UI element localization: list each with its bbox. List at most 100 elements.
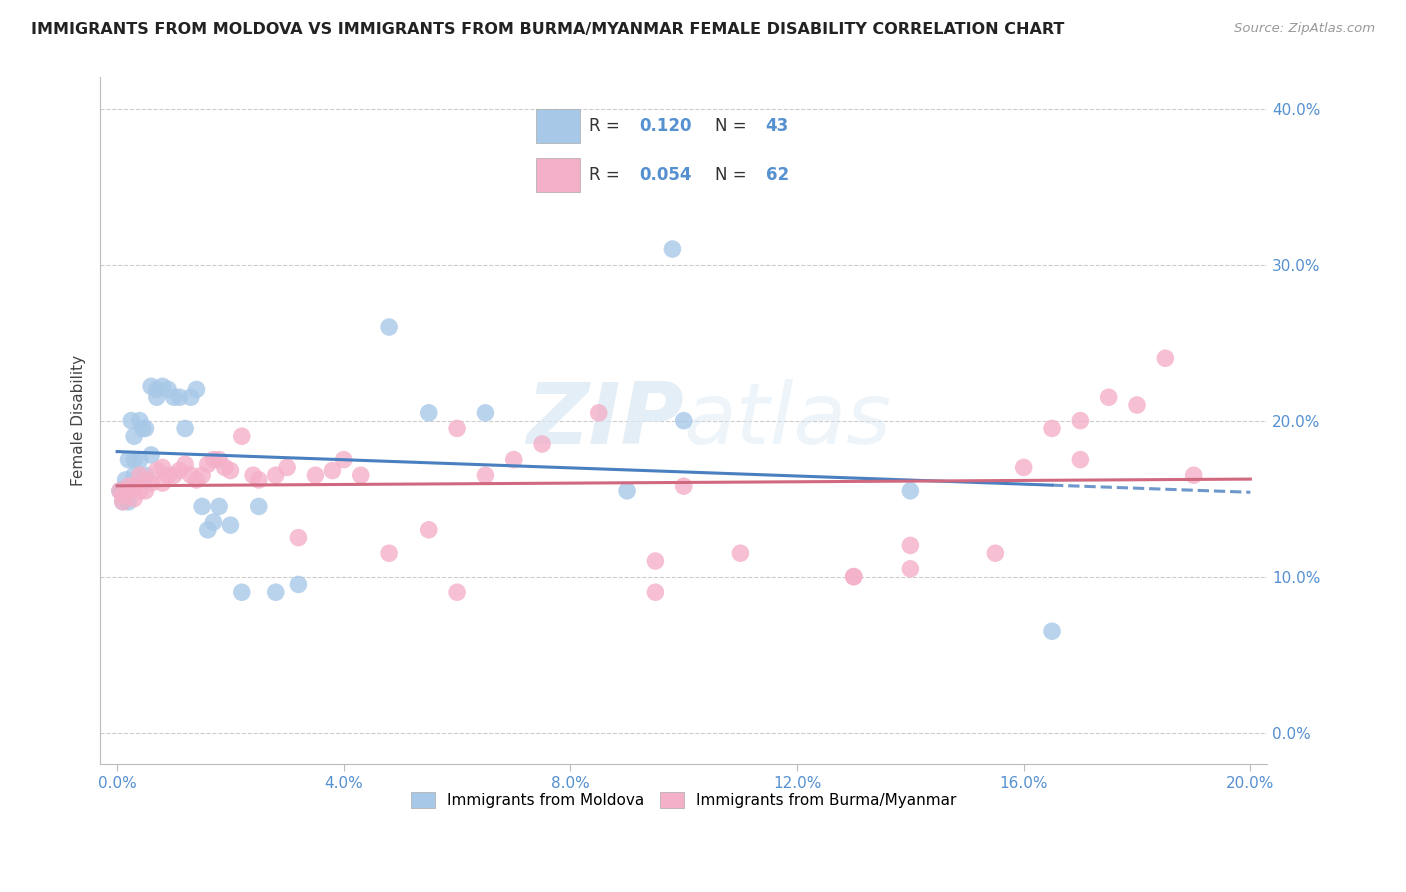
Point <box>186 383 208 397</box>
Point <box>304 468 326 483</box>
Point <box>247 473 270 487</box>
Point <box>174 421 197 435</box>
Text: IMMIGRANTS FROM MOLDOVA VS IMMIGRANTS FROM BURMA/MYANMAR FEMALE DISABILITY CORRE: IMMIGRANTS FROM MOLDOVA VS IMMIGRANTS FR… <box>31 22 1064 37</box>
Point <box>231 429 253 443</box>
Point <box>114 473 136 487</box>
Point <box>588 406 610 420</box>
Point <box>128 452 150 467</box>
Point <box>1069 414 1091 428</box>
Point <box>108 483 131 498</box>
Point <box>1069 452 1091 467</box>
Point <box>219 518 242 533</box>
Point <box>163 468 186 483</box>
Point <box>180 468 202 483</box>
Point <box>169 390 191 404</box>
Point <box>842 569 865 583</box>
Point <box>219 464 242 478</box>
Point <box>120 414 142 428</box>
Point <box>108 483 131 498</box>
Point <box>169 464 191 478</box>
Point <box>616 483 638 498</box>
Point <box>333 452 356 467</box>
Point <box>146 390 169 404</box>
Point <box>264 468 287 483</box>
Point <box>146 383 169 397</box>
Point <box>842 569 865 583</box>
Point <box>111 483 134 498</box>
Point <box>474 468 496 483</box>
Point <box>1040 421 1063 435</box>
Point <box>146 464 169 478</box>
Point <box>197 523 219 537</box>
Point <box>247 500 270 514</box>
Point <box>122 452 145 467</box>
Point <box>378 320 401 334</box>
Point <box>378 546 401 560</box>
Point <box>152 460 174 475</box>
Point <box>446 585 468 599</box>
Point <box>152 379 174 393</box>
Point <box>898 483 921 498</box>
Point <box>122 479 145 493</box>
Text: ZIP: ZIP <box>526 379 683 462</box>
Point <box>661 242 683 256</box>
Point <box>117 479 139 493</box>
Point <box>122 468 145 483</box>
Point <box>186 473 208 487</box>
Text: Source: ZipAtlas.com: Source: ZipAtlas.com <box>1234 22 1375 36</box>
Point <box>174 458 197 472</box>
Point <box>984 546 1007 560</box>
Point <box>163 390 186 404</box>
Point <box>1126 398 1149 412</box>
Point <box>202 452 225 467</box>
Point <box>214 460 236 475</box>
Point <box>111 489 134 503</box>
Point <box>122 491 145 506</box>
Point <box>202 515 225 529</box>
Point <box>117 483 139 498</box>
Point <box>644 585 666 599</box>
Point <box>644 554 666 568</box>
Point <box>197 458 219 472</box>
Point <box>1098 390 1121 404</box>
Point <box>418 406 440 420</box>
Point <box>730 546 752 560</box>
Point <box>242 468 264 483</box>
Point <box>139 448 162 462</box>
Point <box>134 421 156 435</box>
Point <box>208 500 231 514</box>
Point <box>128 414 150 428</box>
Point <box>474 406 496 420</box>
Point <box>672 414 695 428</box>
Point <box>231 585 253 599</box>
Point <box>157 468 180 483</box>
Y-axis label: Female Disability: Female Disability <box>72 355 86 486</box>
Point <box>1012 460 1035 475</box>
Point <box>1040 624 1063 639</box>
Point <box>131 421 153 435</box>
Point <box>134 473 156 487</box>
Point <box>287 577 309 591</box>
Point <box>446 421 468 435</box>
Point <box>418 523 440 537</box>
Point <box>128 468 150 483</box>
Point <box>117 452 139 467</box>
Point <box>139 476 162 491</box>
Point <box>208 452 231 467</box>
Legend: Immigrants from Moldova, Immigrants from Burma/Myanmar: Immigrants from Moldova, Immigrants from… <box>405 787 963 814</box>
Point <box>111 494 134 508</box>
Point <box>117 494 139 508</box>
Point <box>152 476 174 491</box>
Point <box>122 429 145 443</box>
Point <box>672 479 695 493</box>
Point <box>1182 468 1205 483</box>
Point <box>350 468 373 483</box>
Point <box>128 483 150 498</box>
Point <box>531 437 554 451</box>
Point <box>134 483 156 498</box>
Point <box>111 494 134 508</box>
Point <box>139 379 162 393</box>
Point <box>321 464 343 478</box>
Point <box>502 452 524 467</box>
Point <box>134 468 156 483</box>
